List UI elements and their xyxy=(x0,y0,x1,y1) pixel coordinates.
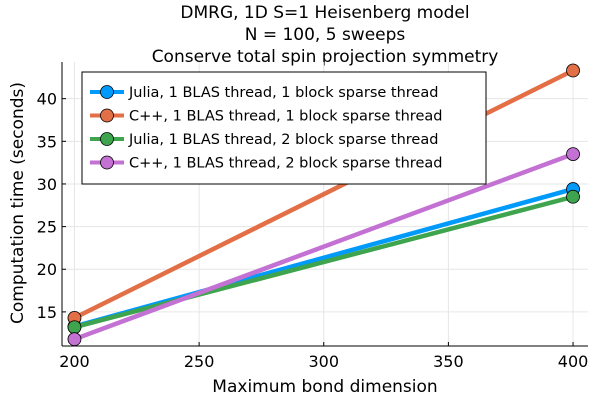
legend-label: Julia, 1 BLAS thread, 2 block sparse thr… xyxy=(128,132,438,148)
x-tick-label: 400 xyxy=(558,352,589,371)
legend-swatch-marker xyxy=(100,132,114,146)
legend-entry-2: C++, 1 BLAS thread, 1 block sparse threa… xyxy=(90,109,442,125)
chart-title-line-1: DMRG, 1D S=1 Heisenberg model xyxy=(180,3,469,23)
series-line xyxy=(72,194,576,330)
y-tick-label: 40 xyxy=(37,90,57,109)
y-axis-ticks: 15 20 25 30 35 40 xyxy=(37,90,66,322)
chart-title-line-2: N = 100, 5 sweeps xyxy=(245,25,406,45)
legend-entry-3: Julia, 1 BLAS thread, 2 block sparse thr… xyxy=(90,132,438,148)
legend-swatch-marker xyxy=(100,108,114,123)
legend-entry-1: Julia, 1 BLAS thread, 1 block sparse thr… xyxy=(90,85,438,101)
data-series xyxy=(67,63,580,347)
legend-swatch-marker xyxy=(100,155,114,170)
legend-label: Julia, 1 BLAS thread, 1 block sparse thr… xyxy=(128,85,438,101)
data-point xyxy=(566,147,580,162)
x-axis-label: Maximum bond dimension xyxy=(212,377,437,397)
legend-swatch-marker xyxy=(100,85,114,99)
y-tick-label: 25 xyxy=(37,218,57,237)
y-axis-label: Computation time (seconds) xyxy=(8,82,28,324)
series-line xyxy=(72,68,576,321)
x-tick-label: 350 xyxy=(433,352,464,371)
x-axis-ticks: 200 250 300 350 400 xyxy=(59,342,588,371)
series-2 xyxy=(67,63,580,325)
x-tick-label: 250 xyxy=(184,352,215,371)
x-tick-label: 300 xyxy=(308,352,339,371)
y-tick-label: 35 xyxy=(37,132,57,151)
legend: Julia, 1 BLAS thread, 1 block sparse thr… xyxy=(81,71,487,185)
x-tick-label: 200 xyxy=(59,352,90,371)
legend-box xyxy=(81,71,487,185)
series-4 xyxy=(67,147,580,347)
data-point xyxy=(566,189,580,204)
data-point xyxy=(67,332,82,347)
legend-label: C++, 1 BLAS thread, 1 block sparse threa… xyxy=(129,109,442,125)
legend-label: C++, 1 BLAS thread, 2 block sparse threa… xyxy=(129,156,442,172)
series-line xyxy=(72,151,576,342)
data-point xyxy=(566,63,580,78)
chart-title: DMRG, 1D S=1 Heisenberg model N = 100, 5… xyxy=(152,3,499,67)
y-tick-label: 30 xyxy=(37,175,57,194)
y-tick-label: 15 xyxy=(37,303,57,322)
chart-title-line-3: Conserve total spin projection symmetry xyxy=(152,47,499,67)
legend-entry-4: C++, 1 BLAS thread, 2 block sparse threa… xyxy=(90,156,442,172)
data-point xyxy=(67,320,82,335)
y-tick-label: 20 xyxy=(37,260,57,279)
axes xyxy=(61,62,588,347)
